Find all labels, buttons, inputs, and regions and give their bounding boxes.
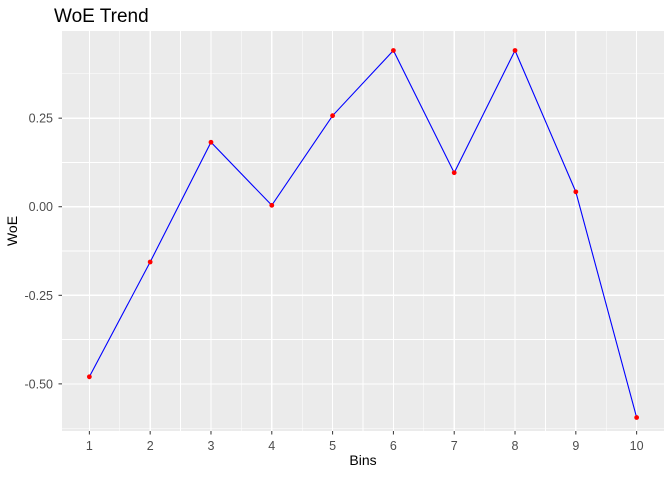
data-point: [330, 113, 335, 119]
x-tick-label: 7: [451, 439, 458, 453]
x-tick-label: 10: [630, 439, 644, 453]
data-point: [634, 415, 640, 420]
x-tick-label: 3: [208, 439, 215, 453]
data-point: [391, 48, 396, 53]
data-point: [573, 189, 579, 195]
data-point: [147, 259, 153, 265]
x-tick-label: 8: [512, 439, 519, 453]
trend-line: [88, 49, 638, 418]
x-axis-title: Bins: [349, 452, 377, 468]
y-axis-title: WoE: [4, 215, 20, 247]
data-point: [269, 202, 275, 208]
data-point: [86, 374, 92, 380]
data-point: [451, 170, 457, 176]
x-tick-label: 1: [86, 439, 93, 453]
x-tick-label: 6: [390, 439, 397, 453]
y-tick-label: -0.25: [25, 289, 54, 303]
x-tick-label: 2: [147, 439, 154, 453]
y-tick-label: 0.25: [29, 112, 53, 126]
y-tick-label: -0.50: [25, 377, 54, 391]
x-tick-label: 4: [268, 439, 275, 453]
x-tick-label: 9: [572, 439, 579, 453]
chart-title: WoE Trend: [54, 6, 149, 27]
x-tick-label: 5: [329, 439, 336, 453]
data-point: [512, 48, 518, 53]
y-tick-label: 0.00: [29, 200, 53, 214]
data-point: [208, 139, 214, 145]
